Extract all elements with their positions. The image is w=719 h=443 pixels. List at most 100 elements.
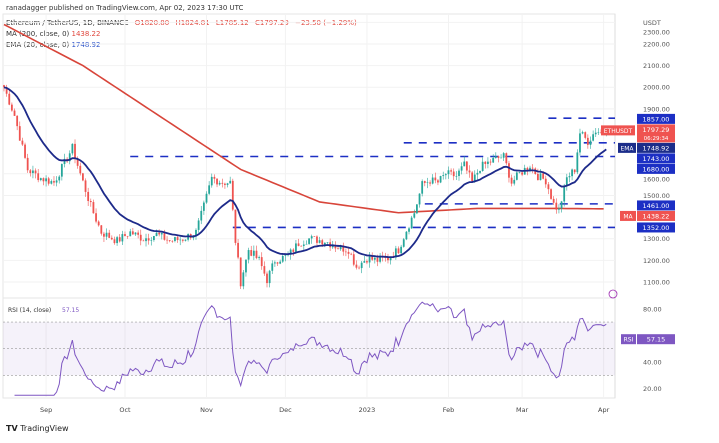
candle-down (147, 238, 150, 241)
currency-label: USDT (643, 19, 661, 27)
candle-up (494, 156, 497, 158)
candle-up (589, 140, 592, 145)
candle-up (481, 161, 484, 171)
candle-down (95, 213, 97, 222)
candle-down (300, 245, 303, 247)
candle-down (505, 153, 508, 164)
candle-down (26, 157, 29, 171)
candle-up (50, 181, 53, 184)
candle-down (573, 169, 576, 173)
candle-up (463, 161, 466, 167)
y-tick-label: 2300.00 (643, 29, 670, 37)
candle-down (384, 257, 387, 259)
level-price-label: 1680.00 (643, 165, 670, 173)
rsi-tag-value: 57.15 (647, 336, 666, 344)
candle-up (252, 250, 255, 256)
candle-up (416, 204, 418, 214)
x-tick-label: 2023 (359, 406, 376, 414)
candle-down (97, 221, 100, 226)
candle-down (347, 251, 350, 254)
symbol-tag (601, 125, 635, 136)
candle-down (352, 254, 355, 265)
candle-down (21, 140, 24, 145)
ma-legend[interactable]: MA (200, close, 0) 1438.22 (6, 30, 100, 38)
level-price-label: 1352.00 (643, 224, 670, 232)
candle-down (16, 115, 19, 127)
candle-up (58, 176, 61, 181)
ema-tag-value: 1748.92 (643, 144, 670, 152)
symbol-title[interactable]: Ethereum / TetherUS, 1D, BINANCE (6, 19, 129, 27)
ma200-line (3, 23, 604, 214)
candle-down (497, 156, 500, 158)
ema-legend[interactable]: EMA (20, close, 0) 1748.92 (6, 41, 100, 49)
candle-up (373, 257, 376, 260)
candle-down (434, 177, 437, 181)
candle-down (334, 246, 337, 249)
candle-down (168, 240, 171, 241)
candle-down (358, 267, 360, 269)
candle-down (224, 183, 226, 185)
candle-up (444, 174, 447, 176)
candle-up (442, 175, 445, 177)
candle-down (234, 209, 237, 243)
candle-up (479, 170, 481, 173)
candle-up (492, 157, 495, 163)
candle-up (229, 180, 232, 184)
rsi-name-tag (621, 334, 636, 345)
close-value: C1797.29 (255, 19, 289, 27)
candle-up (576, 152, 579, 173)
lightning-event-icon (608, 289, 618, 299)
candle-down (345, 251, 347, 253)
candle-up (273, 262, 276, 264)
candle-down (536, 173, 539, 181)
candle-down (366, 261, 368, 263)
candle-down (89, 200, 92, 203)
high-value: H1824.81 (175, 19, 210, 27)
candle-down (131, 231, 134, 235)
candle-down (37, 173, 40, 181)
candle-down (126, 235, 129, 237)
candle-up (205, 193, 208, 203)
ema-price-tag (637, 142, 675, 153)
candle-down (92, 202, 95, 214)
ma-value: 1438.22 (71, 30, 101, 38)
tradingview-logo[interactable]: TV TradingView (6, 424, 69, 433)
last-price-value: 1797.29 (643, 126, 670, 134)
candle-down (118, 237, 121, 242)
x-tick-label: Apr (598, 406, 610, 414)
candle-up (418, 193, 421, 205)
candle-up (581, 132, 584, 134)
x-tick-label: Nov (200, 406, 213, 414)
candle-down (47, 178, 50, 184)
candle-up (155, 232, 158, 237)
candle-up (45, 178, 47, 182)
candle-up (121, 234, 124, 242)
open-value: O1820.80 (134, 19, 170, 27)
level-price-label: 1461.00 (643, 202, 670, 210)
candle-down (176, 237, 179, 241)
candle-down (297, 243, 300, 246)
candle-down (10, 104, 13, 111)
candle-up (245, 259, 247, 273)
y-tick-label: 2000.00 (643, 84, 670, 92)
candle-down (142, 240, 145, 242)
ema-name-tag (618, 142, 636, 153)
candle-up (597, 132, 600, 134)
candle-up (455, 175, 458, 177)
x-tick-label: Sep (40, 406, 52, 414)
candle-up (368, 256, 371, 263)
candle-up (402, 239, 405, 247)
candle-up (134, 232, 137, 235)
candle-down (124, 234, 126, 236)
candle-down (552, 198, 555, 203)
candle-down (79, 165, 82, 174)
candle-up (592, 134, 595, 141)
rsi-value-tag (637, 334, 675, 345)
candle-down (263, 266, 266, 274)
candle-down (53, 181, 55, 183)
candle-up (447, 170, 450, 175)
candle-up (421, 181, 424, 194)
candle-down (292, 249, 295, 252)
candle-up (295, 243, 297, 252)
